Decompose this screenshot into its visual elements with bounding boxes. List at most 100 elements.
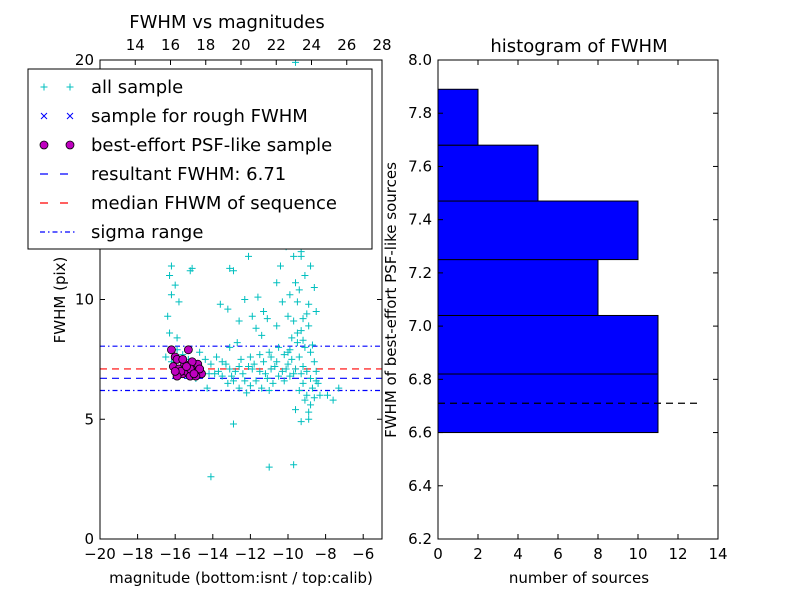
all-sample-point bbox=[260, 307, 268, 315]
all-sample-point bbox=[226, 343, 234, 351]
all-sample-point bbox=[235, 317, 243, 325]
all-sample-point bbox=[312, 307, 320, 315]
all-sample-point bbox=[312, 367, 320, 375]
all-sample-point bbox=[246, 353, 254, 361]
all-sample-point bbox=[245, 252, 253, 260]
all-sample-point bbox=[299, 336, 307, 344]
all-sample-point bbox=[275, 372, 283, 380]
all-sample-point bbox=[207, 360, 215, 368]
all-sample-point bbox=[286, 346, 294, 354]
legend-entry: median FHWM of sequence bbox=[40, 193, 337, 214]
all-sample-point bbox=[258, 331, 266, 339]
x-tick-label: −20 bbox=[84, 545, 116, 563]
all-sample-point bbox=[273, 358, 281, 366]
psf-sample-point bbox=[178, 354, 188, 364]
all-sample-point bbox=[231, 367, 239, 375]
all-sample-point bbox=[295, 286, 303, 294]
top-x-tick-label: 22 bbox=[267, 36, 286, 54]
histogram-bar bbox=[438, 200, 639, 261]
all-sample-point bbox=[282, 365, 290, 373]
legend-label: resultant FWHM: 6.71 bbox=[91, 164, 286, 185]
all-sample-point bbox=[305, 408, 313, 416]
all-sample-point bbox=[218, 358, 226, 366]
all-sample-point bbox=[314, 379, 322, 387]
legend-label: all sample bbox=[91, 77, 183, 98]
y-tick-label: 0 bbox=[84, 530, 94, 548]
all-sample-point bbox=[292, 279, 300, 287]
all-sample-point bbox=[301, 343, 309, 351]
legend-entry: best-effort PSF-like sample bbox=[39, 135, 332, 156]
legend-circle-icon bbox=[39, 140, 49, 150]
all-sample-point bbox=[265, 387, 273, 395]
top-x-tick-label: 16 bbox=[161, 36, 180, 54]
all-sample-point bbox=[297, 252, 305, 260]
all-sample-point bbox=[267, 353, 275, 361]
all-sample-point bbox=[278, 298, 286, 306]
all-sample-point bbox=[246, 382, 254, 390]
all-sample-point bbox=[290, 461, 298, 469]
all-sample-point bbox=[265, 463, 273, 471]
legend-entry: sample for rough FWHM bbox=[40, 106, 308, 127]
y-tick-label: 20 bbox=[75, 51, 94, 69]
top-x-tick-label: 28 bbox=[372, 36, 391, 54]
all-sample-point bbox=[286, 291, 294, 299]
all-sample-point bbox=[186, 267, 194, 275]
all-sample-point bbox=[293, 298, 301, 306]
all-sample-point bbox=[173, 334, 181, 342]
all-sample-point bbox=[292, 406, 300, 414]
all-sample-point bbox=[273, 322, 281, 330]
all-sample-point bbox=[233, 339, 241, 347]
legend-entry: resultant FWHM: 6.71 bbox=[40, 164, 286, 185]
all-sample-point bbox=[261, 370, 269, 378]
all-sample-point bbox=[196, 348, 204, 356]
all-sample-point bbox=[299, 363, 307, 371]
all-sample-point bbox=[275, 343, 283, 351]
psf-sample-point bbox=[189, 369, 199, 379]
all-sample-point bbox=[263, 315, 271, 323]
all-sample-point bbox=[254, 293, 262, 301]
all-sample-point bbox=[216, 300, 224, 308]
all-sample-point bbox=[265, 348, 273, 356]
all-sample-point bbox=[226, 264, 234, 272]
all-sample-point bbox=[260, 358, 268, 366]
legend-circle-icon bbox=[65, 140, 75, 150]
all-sample-point bbox=[207, 473, 215, 481]
x-tick-label: 14 bbox=[708, 545, 727, 563]
all-sample-point bbox=[278, 367, 286, 375]
histogram-panel: 0 2 4 6 8 10 12 14 6.2 6.4 6.6 6.8 7.0 7.2 7.4 7.6 7.8 8.… bbox=[382, 36, 728, 587]
histogram-data bbox=[438, 88, 698, 434]
all-sample-point bbox=[224, 305, 232, 313]
scatter-ticks: −20 −18 −16 −14 −12 −10 −8 −6 14 16 18 20 22 24 26 28 0 5… bbox=[75, 36, 392, 563]
all-sample-point bbox=[241, 377, 249, 385]
scatter-data bbox=[100, 60, 382, 481]
all-sample-point bbox=[305, 300, 313, 308]
top-x-tick-label: 24 bbox=[302, 36, 321, 54]
all-sample-point bbox=[299, 315, 307, 323]
x-tick-label: 4 bbox=[513, 545, 523, 563]
legend-x-icon bbox=[40, 112, 48, 120]
all-sample-point bbox=[166, 272, 174, 280]
all-sample-point bbox=[299, 379, 307, 387]
psf-sample-point bbox=[183, 345, 193, 355]
all-sample-point bbox=[243, 389, 251, 397]
psf-sample-point bbox=[182, 362, 191, 371]
scatter-ylabel: FWHM (pix) bbox=[51, 257, 69, 344]
all-sample-point bbox=[297, 418, 305, 426]
all-sample-point bbox=[316, 391, 324, 399]
x-tick-label: −14 bbox=[197, 545, 229, 563]
all-sample-point bbox=[256, 367, 264, 375]
all-sample-point bbox=[263, 375, 271, 383]
all-sample-point bbox=[290, 370, 298, 378]
all-sample-point bbox=[307, 348, 315, 356]
y-tick-label: 7.2 bbox=[408, 264, 432, 282]
scatter-xlabel: magnitude (bottom:isnt / top:calib) bbox=[109, 569, 373, 587]
histogram-xlabel: number of sources bbox=[509, 569, 649, 587]
legend-label: median FHWM of sequence bbox=[91, 193, 337, 214]
all-sample-point bbox=[284, 312, 292, 320]
y-tick-label: 5 bbox=[84, 410, 94, 428]
all-sample-point bbox=[323, 391, 331, 399]
all-sample-point bbox=[235, 384, 243, 392]
all-sample-point bbox=[293, 339, 301, 347]
all-sample-point bbox=[167, 262, 175, 270]
